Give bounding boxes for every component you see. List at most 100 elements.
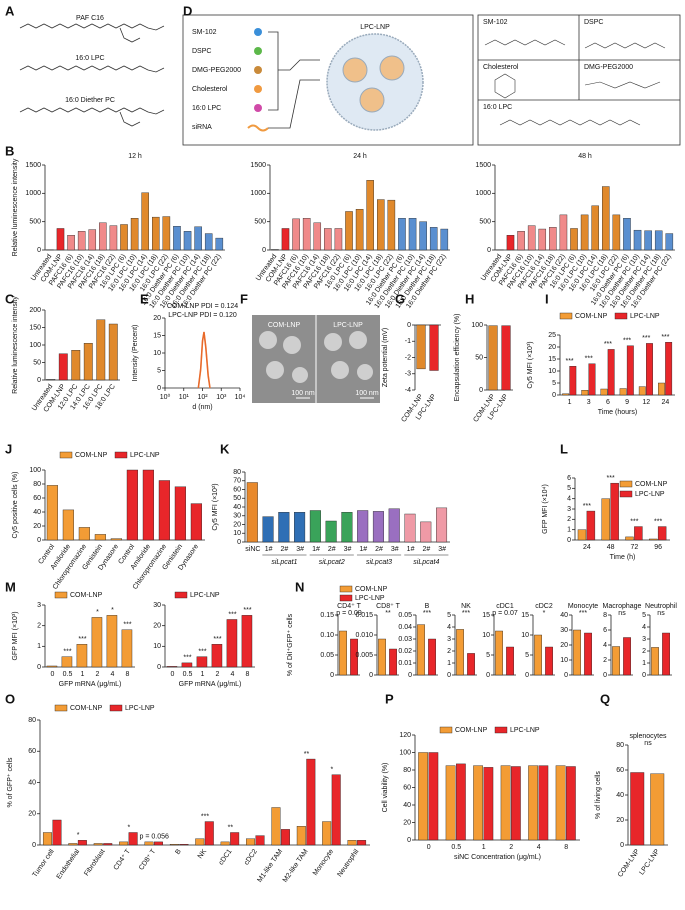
y-tick-label: 0.05	[398, 612, 412, 619]
panel-label: G	[395, 291, 405, 306]
y-tick-label: 15	[521, 612, 529, 619]
bar	[196, 656, 208, 668]
y-tick-label: 1	[37, 643, 41, 650]
x-tick-label: 24	[583, 544, 591, 551]
bar	[577, 529, 587, 541]
y-tick-label: 8	[603, 612, 607, 619]
y-tick-label: 60	[616, 767, 624, 774]
bar	[619, 388, 627, 396]
x-tick-label: siNC	[245, 546, 260, 553]
y-tick-label: 30	[560, 627, 568, 634]
panel-label: B	[5, 143, 14, 158]
y-tick-label: 20	[153, 623, 161, 630]
bar	[528, 765, 538, 841]
x-tick-label: 96	[654, 544, 662, 551]
y-tick-label: 3	[567, 506, 571, 513]
y-tick-label: 0.15	[320, 612, 334, 619]
bar	[630, 772, 645, 846]
annotation: p = 0.07	[492, 610, 518, 617]
legend-swatch	[54, 591, 68, 599]
legend-label: COM-LNP	[70, 592, 103, 599]
group-label: siLpcat2	[319, 559, 345, 566]
micrograph-label: LPC-LNP	[333, 322, 363, 329]
x-axis-label: siNC Concentration (μg/mL)	[454, 854, 541, 861]
y-tick-label: -4	[405, 387, 411, 394]
component-label: Cholesterol	[192, 86, 228, 93]
x-tick-label: 9	[625, 399, 629, 406]
scale-bar-label: 100 nm	[291, 390, 315, 397]
y-tick-label: 60	[28, 748, 36, 755]
x-axis-label: Time (h)	[610, 554, 636, 561]
bar	[350, 638, 359, 676]
y-tick-label: 0.015	[355, 612, 373, 619]
y-tick-label: 0	[620, 842, 624, 849]
bar	[626, 345, 634, 396]
y-tick-label: 15	[548, 356, 556, 363]
bar	[420, 521, 432, 543]
y-tick-label: 0	[525, 672, 529, 679]
bar	[119, 841, 129, 846]
annotation: ***	[423, 610, 431, 617]
y-tick-label: 10	[482, 632, 490, 639]
bar	[68, 843, 78, 846]
legend-label: LPC-LNP	[635, 491, 665, 498]
x-tick-label: 1	[482, 844, 486, 851]
x-tick-label: 8	[564, 844, 568, 851]
y-tick-label: 1	[567, 527, 571, 534]
bar	[93, 843, 103, 846]
y-tick-label: 5	[642, 612, 646, 619]
y-tick-label: 10	[233, 530, 241, 537]
significance: ***	[623, 338, 631, 345]
bar	[341, 512, 353, 543]
significance: ***	[583, 503, 591, 510]
bar	[534, 634, 543, 676]
chart-title: CD8⁺ T	[376, 603, 401, 610]
x-tick-label: 1#	[359, 546, 367, 553]
chart-title: 12 h	[128, 153, 142, 160]
y-tick-label: 40	[233, 504, 241, 511]
bar	[169, 844, 179, 846]
y-tick-label: 500	[29, 219, 41, 226]
bar	[76, 644, 88, 668]
y-tick-label: 0	[32, 842, 36, 849]
panel-label: F	[240, 291, 248, 306]
x-axis-label: GFP mRNA (μg/mL)	[179, 681, 242, 688]
bar	[418, 752, 428, 841]
bar	[262, 516, 274, 543]
y-tick-label: 20	[28, 811, 36, 818]
x-tick-label: NK	[197, 848, 209, 860]
y-tick-label: 0.010	[355, 632, 373, 639]
y-tick-label: 20	[233, 521, 241, 528]
bar	[190, 503, 203, 541]
bar	[633, 229, 642, 251]
bar	[62, 509, 75, 541]
x-tick-label: 10⁴	[235, 394, 246, 401]
y-tick-label: 4	[642, 624, 646, 631]
y-tick-label: 20	[403, 819, 411, 826]
bar	[601, 498, 610, 541]
bar	[42, 832, 52, 846]
significance: ***	[565, 358, 573, 365]
group-label: siLpcat3	[366, 559, 392, 566]
component-label: DSPC	[192, 48, 211, 55]
y-axis-label: % of GFP⁺ cells	[7, 757, 14, 807]
legend-label: COM-LNP	[355, 586, 388, 593]
chart-title: Macrophage	[603, 603, 642, 610]
significance: *	[127, 824, 130, 831]
bar	[194, 226, 202, 251]
x-tick-label: 3#	[391, 546, 399, 553]
bar	[195, 838, 205, 846]
y-tick-label: 2	[642, 648, 646, 655]
legend-label: LPC-LNP	[355, 595, 385, 602]
bar	[334, 228, 343, 251]
bar	[152, 216, 160, 251]
molecule-sketches	[19, 23, 165, 127]
y-tick-label: 5	[447, 612, 451, 619]
bar	[88, 229, 97, 251]
y-tick-label: 5	[567, 485, 571, 492]
bar	[46, 379, 56, 381]
bar	[501, 325, 511, 391]
x-tick-label: 12	[642, 399, 650, 406]
y-tick-label: 100	[399, 749, 411, 756]
